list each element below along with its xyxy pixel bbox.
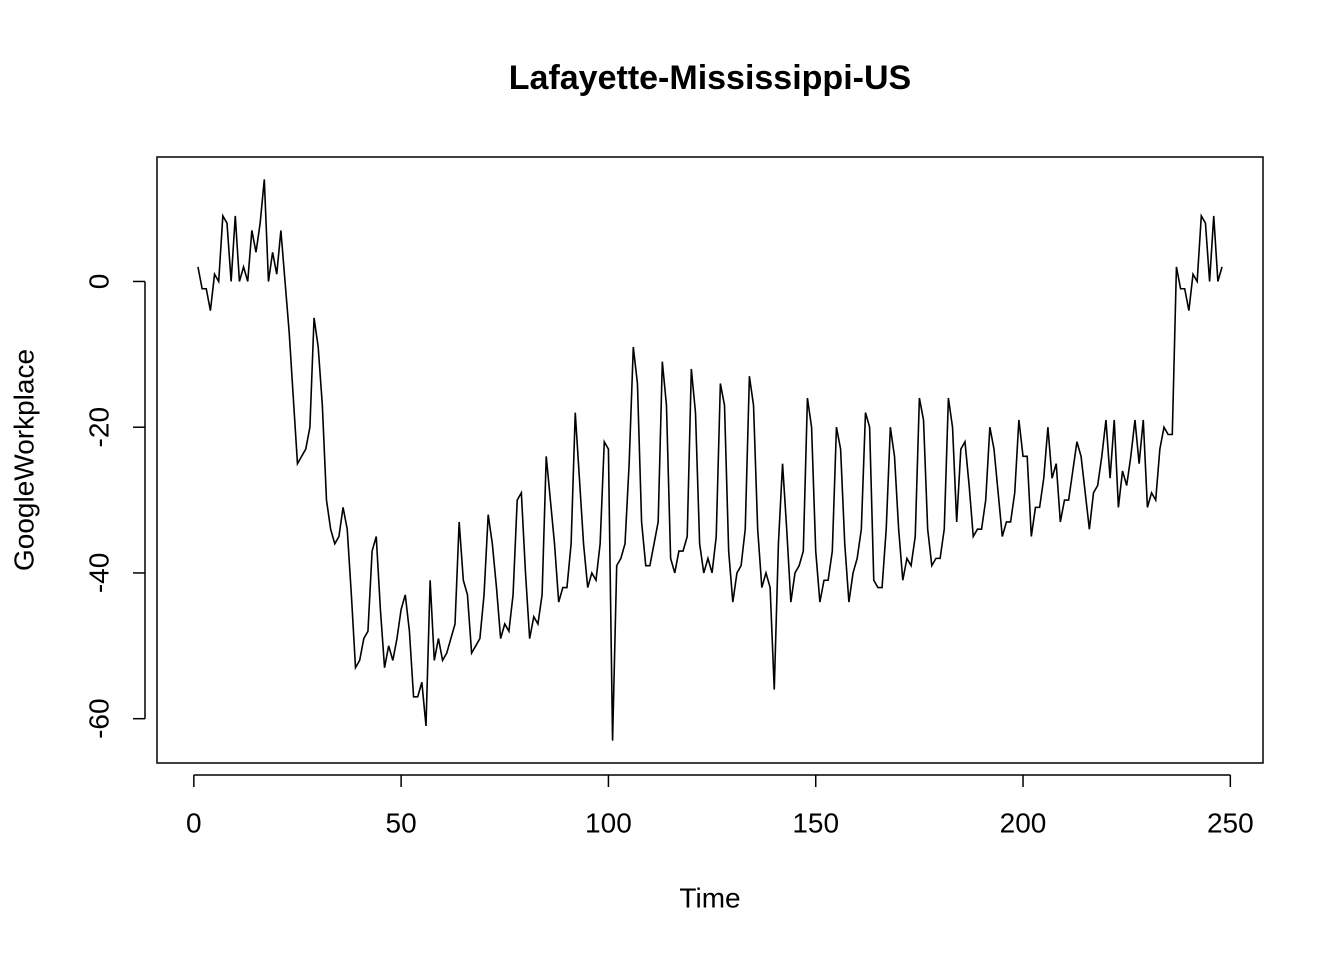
data-line [197, 179, 1223, 741]
x-tick-label: 200 [1000, 807, 1047, 838]
y-tick-label: -60 [83, 698, 114, 738]
plot-frame [156, 156, 1264, 764]
y-tick-label: -40 [83, 553, 114, 593]
chart-title: Lafayette-Mississippi-US [509, 59, 911, 97]
x-tick-label: 100 [585, 807, 632, 838]
x-axis-label: Time [679, 882, 740, 913]
y-axis-label: GoogleWorkplace [8, 349, 39, 571]
y-tick-label: 0 [83, 274, 114, 290]
x-tick-label: 250 [1207, 807, 1254, 838]
x-tick-label: 150 [792, 807, 839, 838]
y-tick-label: -20 [83, 407, 114, 447]
x-tick-label: 0 [186, 807, 202, 838]
x-tick-label: 50 [386, 807, 417, 838]
